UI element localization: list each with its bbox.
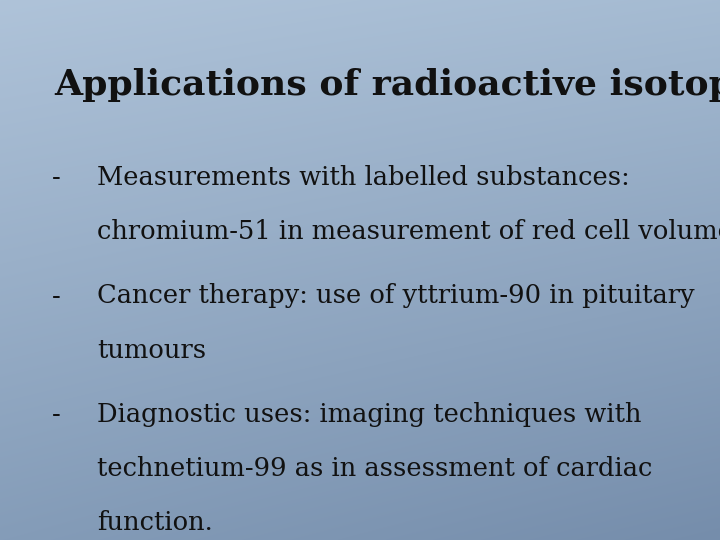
Text: -: - xyxy=(52,402,60,427)
Text: function.: function. xyxy=(97,510,213,535)
Text: Diagnostic uses: imaging techniques with: Diagnostic uses: imaging techniques with xyxy=(97,402,642,427)
Text: Cancer therapy: use of yttrium-90 in pituitary: Cancer therapy: use of yttrium-90 in pit… xyxy=(97,284,695,308)
Text: Applications of radioactive isotopes: Applications of radioactive isotopes xyxy=(54,68,720,102)
Text: -: - xyxy=(52,165,60,190)
Text: -: - xyxy=(52,284,60,308)
Text: tumours: tumours xyxy=(97,338,207,362)
Text: Measurements with labelled substances:: Measurements with labelled substances: xyxy=(97,165,630,190)
Text: technetium-99 as in assessment of cardiac: technetium-99 as in assessment of cardia… xyxy=(97,456,652,481)
Text: chromium-51 in measurement of red cell volume: chromium-51 in measurement of red cell v… xyxy=(97,219,720,244)
